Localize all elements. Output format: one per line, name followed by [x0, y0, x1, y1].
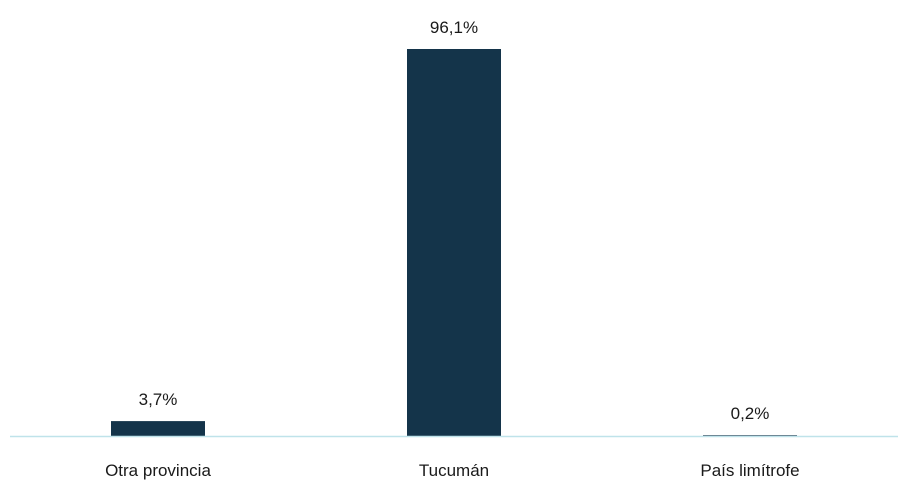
bar-2 [703, 435, 797, 436]
bar-1 [407, 49, 501, 436]
category-label-2: País limítrofe [700, 461, 799, 480]
bar-0 [111, 421, 205, 436]
bars-group [111, 49, 797, 436]
data-label-1: 96,1% [430, 18, 478, 37]
category-label-0: Otra provincia [105, 461, 211, 480]
category-labels-group: Otra provincia Tucumán País limítrofe [105, 461, 800, 480]
data-label-2: 0,2% [731, 404, 770, 423]
data-labels-group: 3,7% 96,1% 0,2% [139, 18, 770, 423]
data-label-0: 3,7% [139, 390, 178, 409]
category-label-1: Tucumán [419, 461, 489, 480]
